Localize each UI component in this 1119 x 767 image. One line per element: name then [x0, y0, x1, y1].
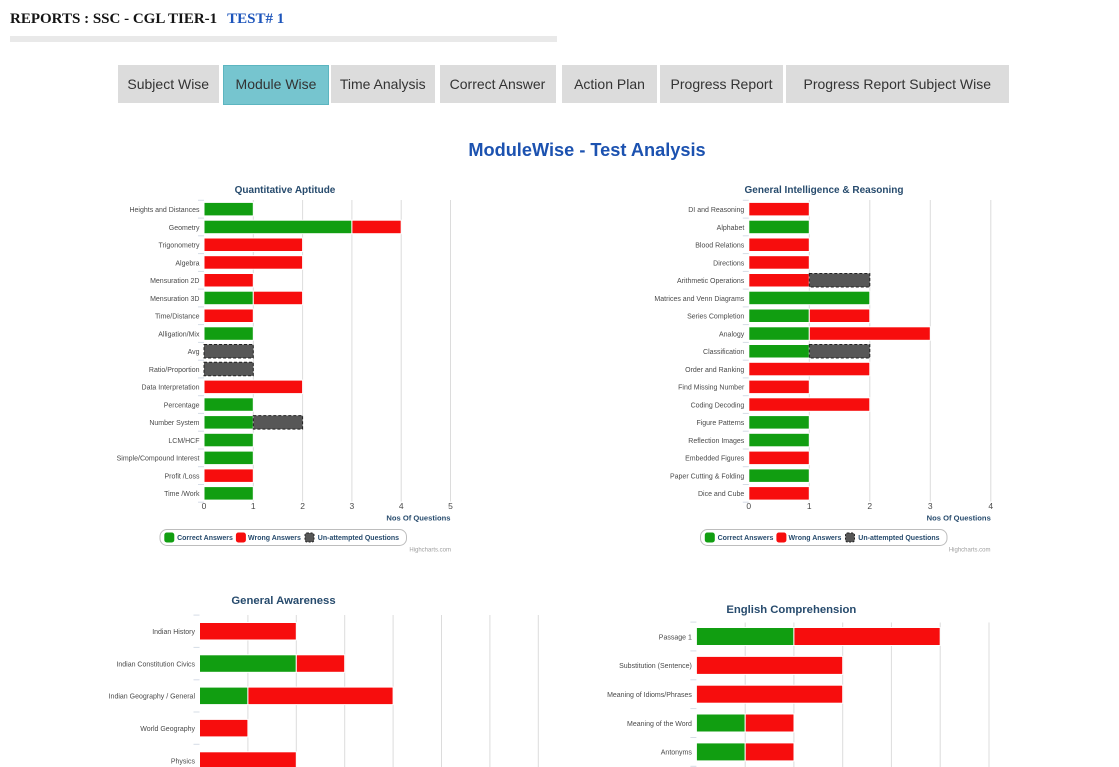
- svg-text:Correct Answers: Correct Answers: [718, 535, 774, 542]
- svg-text:Dice and Cube: Dice and Cube: [698, 491, 744, 498]
- svg-text:Blood Relations: Blood Relations: [695, 243, 745, 250]
- svg-text:Substitution (Sentence): Substitution (Sentence): [619, 663, 692, 670]
- svg-text:Mensuration 3D: Mensuration 3D: [150, 296, 199, 303]
- svg-text:3: 3: [350, 501, 355, 511]
- svg-text:Correct Answers: Correct Answers: [177, 535, 233, 542]
- svg-text:World Geography: World Geography: [140, 726, 195, 733]
- svg-text:Nos Of Questions: Nos Of Questions: [386, 514, 450, 523]
- svg-text:0: 0: [746, 501, 751, 511]
- svg-text:Un-attempted Questions: Un-attempted Questions: [858, 535, 939, 542]
- svg-text:Highcharts.com: Highcharts.com: [409, 548, 451, 554]
- svg-text:4: 4: [399, 501, 404, 511]
- svg-text:Coding Decoding: Coding Decoding: [691, 402, 745, 409]
- svg-text:1: 1: [251, 501, 256, 511]
- svg-text:Wrong Answers: Wrong Answers: [248, 535, 301, 542]
- svg-text:Geometry: Geometry: [169, 225, 200, 232]
- svg-text:4: 4: [988, 501, 993, 511]
- svg-text:Mensuration 2D: Mensuration 2D: [150, 278, 199, 285]
- svg-text:Wrong Answers: Wrong Answers: [789, 535, 842, 542]
- svg-text:Trigonometry: Trigonometry: [159, 243, 200, 250]
- svg-text:Series Completion: Series Completion: [687, 314, 744, 321]
- svg-text:Alligation/Mix: Alligation/Mix: [158, 331, 200, 338]
- svg-text:Data Interpretation: Data Interpretation: [142, 385, 200, 392]
- svg-text:Analogy: Analogy: [719, 331, 745, 338]
- svg-text:Indian History: Indian History: [152, 629, 195, 636]
- svg-text:2: 2: [300, 501, 305, 511]
- svg-text:0: 0: [202, 501, 207, 511]
- svg-text:Percentage: Percentage: [164, 402, 200, 409]
- svg-text:Algebra: Algebra: [175, 260, 199, 267]
- svg-text:Order and Ranking: Order and Ranking: [685, 367, 744, 374]
- svg-text:Profit /Loss: Profit /Loss: [164, 473, 200, 480]
- svg-text:DI and Reasoning: DI and Reasoning: [688, 207, 744, 214]
- svg-text:Avg: Avg: [188, 349, 200, 356]
- svg-text:English Comprehension: English Comprehension: [726, 604, 856, 616]
- svg-text:Time/Distance: Time/Distance: [155, 314, 200, 321]
- svg-text:Ratio/Proportion: Ratio/Proportion: [149, 367, 200, 374]
- svg-text:Time /Work: Time /Work: [164, 491, 200, 498]
- svg-text:5: 5: [448, 501, 453, 511]
- svg-text:Quantitative Aptitude: Quantitative Aptitude: [235, 185, 336, 196]
- svg-text:3: 3: [928, 501, 933, 511]
- svg-text:Meaning of the Word: Meaning of the Word: [627, 721, 692, 728]
- svg-text:General Intelligence & Reasoni: General Intelligence & Reasoning: [745, 185, 904, 196]
- svg-text:Number System: Number System: [149, 420, 199, 427]
- svg-text:Paper Cutting & Folding: Paper Cutting & Folding: [670, 473, 744, 480]
- svg-text:Passage 1: Passage 1: [659, 634, 692, 641]
- svg-text:Arithmetic Operations: Arithmetic Operations: [677, 278, 745, 285]
- svg-text:Reflection Images: Reflection Images: [688, 438, 745, 445]
- svg-text:Un-attempted Questions: Un-attempted Questions: [318, 535, 399, 542]
- svg-text:Nos Of Questions: Nos Of Questions: [927, 514, 991, 523]
- svg-text:Antonyms: Antonyms: [661, 750, 693, 757]
- svg-text:Meaning of Idioms/Phrases: Meaning of Idioms/Phrases: [607, 692, 692, 699]
- svg-text:Embedded Figures: Embedded Figures: [685, 456, 745, 463]
- svg-text:Indian Constitution Civics: Indian Constitution Civics: [116, 661, 195, 668]
- svg-text:Heights and Distances: Heights and Distances: [129, 207, 200, 214]
- svg-text:Matrices and Venn Diagrams: Matrices and Venn Diagrams: [654, 296, 744, 303]
- svg-text:Indian Geography / General: Indian Geography / General: [109, 694, 196, 701]
- svg-text:Physics: Physics: [171, 758, 196, 765]
- svg-text:1: 1: [807, 501, 812, 511]
- svg-text:2: 2: [867, 501, 872, 511]
- svg-text:Find Missing Number: Find Missing Number: [678, 385, 745, 392]
- svg-text:Alphabet: Alphabet: [717, 225, 745, 232]
- svg-text:General Awareness: General Awareness: [231, 595, 335, 607]
- svg-text:Highcharts.com: Highcharts.com: [949, 548, 991, 554]
- svg-text:Figure Patterns: Figure Patterns: [696, 420, 744, 427]
- svg-text:Classification: Classification: [703, 349, 744, 356]
- svg-text:Simple/Compound Interest: Simple/Compound Interest: [117, 456, 200, 463]
- svg-text:Directions: Directions: [713, 260, 745, 267]
- svg-text:LCM/HCF: LCM/HCF: [168, 438, 199, 445]
